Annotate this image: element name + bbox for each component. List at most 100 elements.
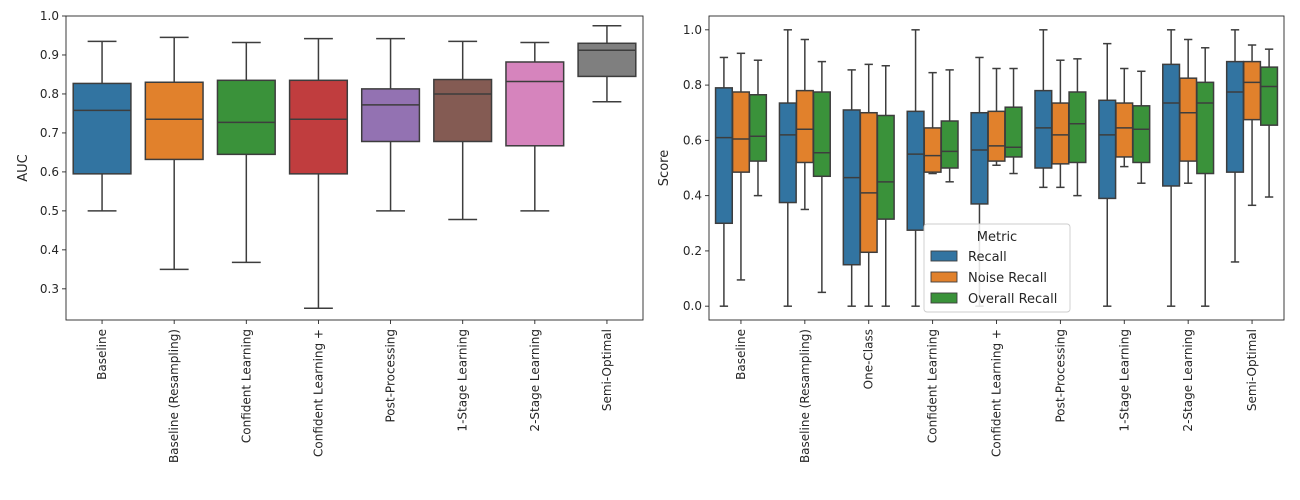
score-box-baseline-resampling-overall-recall-iqr-box: [812, 91, 831, 178]
auc-box-1-stage-learning-iqr-box: [433, 78, 493, 143]
score-box-baseline-overall-recall: [748, 59, 768, 197]
score-box-one-class-recall: [842, 69, 861, 307]
auc-y-tick-label: 0.8: [40, 87, 59, 101]
score-box-post-processing-recall: [1034, 29, 1053, 189]
legend-label-noise-recall: Noise Recall: [968, 271, 1047, 286]
auc-box-1-stage-learning: [433, 40, 493, 221]
legend-label-overall-recall: Overall Recall: [968, 292, 1057, 307]
score-box-1-stage-learning-noise-recall-iqr-box: [1115, 102, 1134, 158]
auc-y-tick-label: 0.3: [40, 282, 59, 296]
auc-box-baseline-iqr-box: [72, 82, 132, 175]
score-x-tick-label: Semi-Optimal: [1245, 329, 1259, 411]
score-y-ticks: 0.0 0.2 0.4 0.6 0.8 1.0: [683, 23, 709, 313]
auc-x-tick-label: 2-Stage Learning: [528, 329, 542, 432]
score-x-tick-label: Baseline (Resampling): [798, 329, 812, 463]
score-box-baseline-resampling-recall-iqr-box: [778, 102, 797, 204]
auc-x-tick-label: Baseline: [95, 329, 109, 380]
score-box-semi-optimal-overall-recall-iqr-box: [1259, 66, 1279, 126]
score-box-1-stage-learning-recall-iqr-box: [1098, 99, 1117, 200]
auc-box-confident-learning: [216, 41, 276, 264]
score-box-confident-learning-overall-recall-iqr-box: [940, 120, 959, 169]
score-box-1-stage-learning-overall-recall-iqr-box: [1132, 105, 1151, 164]
score-box-baseline-recall: [714, 56, 734, 307]
score-box-post-processing-noise-recall-iqr-box: [1051, 102, 1070, 165]
score-box-baseline-overall-recall-iqr-box: [748, 94, 768, 162]
auc-x-tick-label: Baseline (Resampling): [167, 329, 181, 463]
score-box-2-stage-learning-noise-recall-iqr-box: [1179, 77, 1198, 162]
score-y-tick-label: 1.0: [683, 23, 702, 37]
auc-x-ticks: Baseline Baseline (Resampling) Confident L…: [95, 320, 614, 463]
score-x-tick-label: One-Class: [862, 329, 876, 389]
auc-y-ticks: 0.3 0.4 0.5 0.6 0.7 0.8 0.9 1.0: [40, 9, 66, 296]
score-box-baseline-resampling-noise-recall-iqr-box: [795, 89, 814, 164]
auc-x-tick-label: 1-Stage Learning: [456, 329, 470, 432]
score-box-one-class-overall-recall-iqr-box: [876, 114, 895, 220]
score-box-confident-learning-overall-recall-iqr-box: [1004, 106, 1023, 158]
score-box-confident-learning-overall-recall: [1004, 67, 1023, 175]
legend-label-recall: Recall: [968, 250, 1007, 265]
legend-title: Metric: [977, 230, 1017, 245]
score-box-2-stage-learning-overall-recall: [1196, 47, 1215, 307]
score-box-1-stage-learning-overall-recall: [1132, 70, 1151, 184]
auc-box-2-stage-learning-iqr-box: [505, 61, 565, 147]
metric-legend: Metric Recall Noise Recall Overall Recal…: [923, 223, 1071, 313]
auc-x-tick-label: Confident Learning +: [311, 329, 325, 457]
score-box-1-stage-learning-noise-recall: [1115, 67, 1134, 168]
score-box-confident-learning-overall-recall: [940, 69, 959, 183]
score-box-one-class-overall-recall: [876, 64, 895, 307]
auc-y-tick-label: 0.5: [40, 204, 59, 218]
score-box-baseline-resampling-overall-recall: [812, 60, 831, 294]
auc-box-confident-learning: [288, 37, 349, 310]
score-box-post-processing-recall-iqr-box: [1034, 89, 1053, 169]
auc-x-tick-label: Semi-Optimal: [600, 329, 614, 411]
score-boxes: [714, 29, 1279, 307]
score-box-2-stage-learning-overall-recall-iqr-box: [1196, 81, 1215, 175]
auc-boxplot-panel: 0.30.40.50.60.70.80.91.0 Baseline Baselin…: [16, 9, 644, 463]
score-box-one-class-noise-recall-iqr-box: [859, 111, 878, 254]
auc-box-baseline: [72, 40, 132, 212]
score-box-semi-optimal-overall-recall: [1259, 48, 1279, 198]
score-x-tick-label: 1-Stage Learning: [1117, 329, 1131, 432]
score-box-baseline-recall-iqr-box: [714, 87, 734, 225]
score-box-confident-learning-recall-iqr-box: [906, 110, 925, 231]
auc-x-tick-label: Post-Processing: [384, 329, 398, 423]
auc-box-semi-optimal-iqr-box: [577, 42, 637, 78]
legend-frame: [923, 223, 1071, 313]
score-x-tick-label: Confident Learning +: [990, 329, 1004, 457]
score-y-axis-label: Score: [657, 150, 672, 186]
score-x-tick-label: Post-Processing: [1053, 329, 1067, 423]
auc-y-tick-label: 0.9: [40, 48, 59, 62]
legend-swatch-overall-recall: [930, 292, 958, 304]
score-box-confident-learning-noise-recall-iqr-box: [987, 110, 1006, 162]
auc-box-baseline-resampling-iqr-box: [144, 81, 204, 161]
auc-box-baseline-resampling: [144, 36, 204, 271]
auc-x-tick-label: Confident Learning: [239, 329, 253, 443]
score-x-tick-label: 2-Stage Learning: [1181, 329, 1195, 432]
auc-y-tick-label: 0.7: [40, 126, 59, 140]
score-x-tick-label: Confident Learning: [926, 329, 940, 443]
legend-swatch-recall: [930, 250, 958, 262]
score-box-confident-learning-recall-iqr-box: [970, 111, 989, 205]
score-box-one-class-recall-iqr-box: [842, 109, 861, 266]
score-x-tick-label: Baseline: [734, 329, 748, 380]
auc-box-confident-learning-iqr-box: [216, 79, 276, 156]
auc-box-2-stage-learning: [505, 41, 565, 212]
score-box-post-processing-noise-recall: [1051, 59, 1070, 189]
auc-y-axis-label: AUC: [16, 154, 31, 182]
score-box-1-stage-learning-recall: [1098, 42, 1117, 307]
score-box-semi-optimal-noise-recall-iqr-box: [1242, 60, 1262, 121]
score-y-tick-label: 0.4: [683, 189, 702, 203]
score-box-post-processing-overall-recall: [1068, 58, 1087, 197]
score-box-semi-optimal-recall-iqr-box: [1225, 60, 1245, 173]
score-y-tick-label: 0.6: [683, 133, 702, 147]
auc-y-tick-label: 0.6: [40, 165, 59, 179]
auc-box-post-processing-iqr-box: [360, 88, 421, 143]
score-boxplot-panel: 0.0 0.2 0.4 0.6 0.8 1.0 Baseline Baseline (Res…: [657, 15, 1285, 463]
score-y-tick-label: 0.8: [683, 78, 702, 92]
score-box-baseline-noise-recall-iqr-box: [731, 91, 751, 173]
legend-swatch-noise-recall: [930, 271, 958, 283]
auc-box-confident-learning-iqr-box: [288, 79, 349, 175]
score-y-tick-label: 0.2: [683, 244, 702, 258]
auc-box-semi-optimal: [577, 24, 637, 103]
